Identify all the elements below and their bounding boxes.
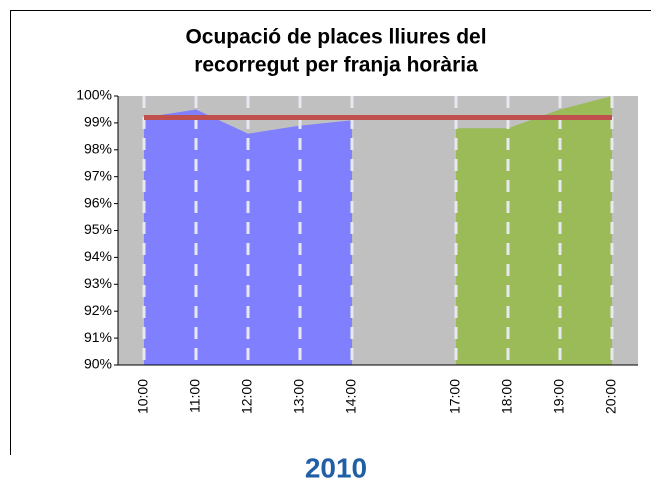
y-tick-label: 100% — [76, 87, 112, 103]
chart-title: recorregut per franja horària — [194, 54, 478, 77]
caption: 2010 — [305, 452, 367, 483]
area — [144, 109, 352, 365]
x-tick-label: 12:00 — [239, 379, 255, 414]
y-tick-label: 98% — [84, 141, 112, 157]
x-tick-label: 14:00 — [343, 379, 359, 414]
area — [456, 96, 612, 365]
x-tick-label: 20:00 — [603, 379, 619, 414]
x-tick-label: 10:00 — [135, 379, 151, 414]
y-tick-label: 92% — [84, 302, 112, 318]
x-tick-label: 13:00 — [291, 379, 307, 414]
x-tick-label: 17:00 — [447, 379, 463, 414]
y-tick-label: 93% — [84, 275, 112, 291]
y-tick-label: 94% — [84, 248, 112, 264]
y-tick-label: 90% — [84, 356, 112, 372]
y-tick-label: 91% — [84, 329, 112, 345]
y-tick-label: 97% — [84, 167, 112, 183]
x-tick-label: 11:00 — [187, 379, 203, 413]
x-tick-label: 18:00 — [499, 379, 515, 414]
x-tick-label: 19:00 — [551, 379, 567, 414]
y-tick-label: 96% — [84, 194, 112, 210]
y-tick-label: 95% — [84, 221, 112, 237]
chart-title: Ocupació de places lliures del — [185, 26, 486, 49]
y-tick-label: 99% — [84, 114, 112, 130]
